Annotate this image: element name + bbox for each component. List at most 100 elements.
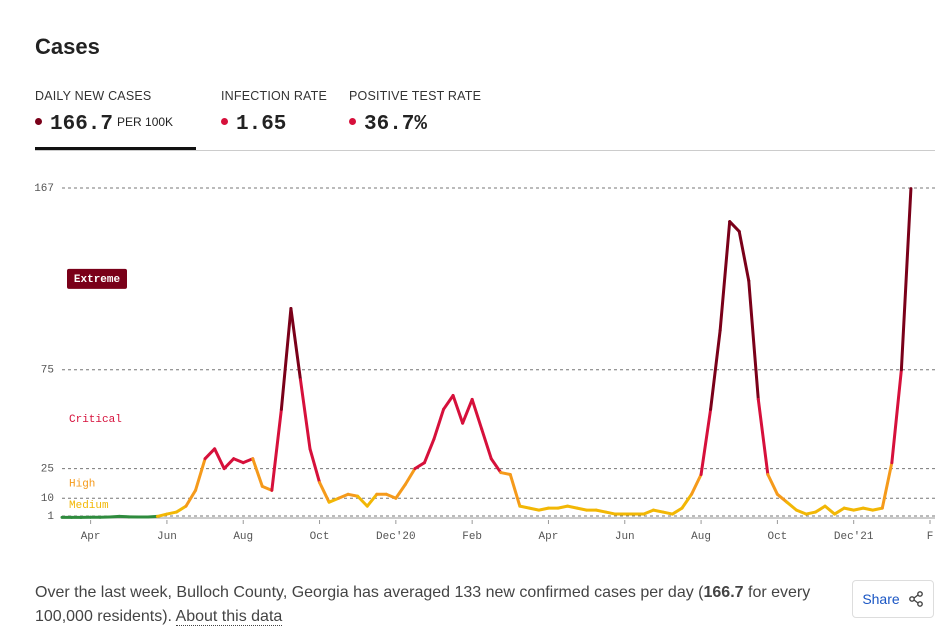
level-label: High (69, 478, 95, 490)
line-segment (861, 506, 875, 512)
line-segment (651, 508, 665, 514)
summary-highlight: 166.7 (703, 584, 744, 601)
x-tick-label: F (927, 531, 934, 543)
x-tick-label: Aug (691, 531, 711, 543)
active-tab-indicator (35, 147, 196, 150)
line-segment (670, 506, 684, 516)
line-segment (575, 506, 589, 512)
line-segment (594, 508, 608, 514)
level-label: Critical (69, 414, 122, 426)
line-segment (871, 506, 884, 512)
title: Cases (35, 34, 100, 59)
y-tick-label: 167 (34, 183, 54, 195)
line-segment (260, 484, 274, 492)
line-segment (718, 220, 732, 332)
line-segment (556, 504, 570, 510)
line-segment (232, 457, 245, 465)
line-segment (184, 488, 198, 508)
line-segment (241, 457, 255, 465)
line-series (60, 187, 913, 519)
line-segment (318, 480, 331, 504)
level-badge (67, 268, 127, 289)
line-segment (356, 494, 369, 508)
line-segment (737, 229, 751, 283)
line-segment (270, 407, 283, 492)
line-segment (337, 492, 350, 500)
line-segment (833, 506, 846, 516)
y-tick-label: 25 (41, 464, 54, 476)
line-segment (403, 467, 417, 486)
line-segment (384, 492, 398, 500)
line-segment (470, 397, 484, 431)
line-segment (537, 506, 550, 512)
level-label: Medium (69, 500, 109, 512)
line-segment (785, 500, 798, 512)
line-segment (852, 506, 865, 512)
tab[interactable]: POSITIVE TEST RATE 36.7% (349, 89, 481, 136)
tab[interactable]: DAILY NEW CASES 166.7 PER 100K (35, 89, 173, 136)
summary-text: for every 100,000 residents). (35, 584, 811, 625)
line-segment (327, 496, 341, 504)
x-tick-label: Aug (233, 531, 253, 543)
summary: Over the last week, Bulloch County, Geor… (35, 581, 825, 629)
line-segment (775, 492, 789, 504)
line-segment (890, 368, 903, 465)
line-segment (251, 457, 264, 488)
line-segment (213, 447, 226, 471)
x-tick-label: Oct (310, 531, 330, 543)
line-segment (728, 220, 741, 233)
tab-label: INFECTION RATE (221, 89, 328, 103)
line-segment (747, 279, 760, 401)
dot (349, 118, 356, 125)
tab-label: POSITIVE TEST RATE (349, 89, 482, 103)
about-link[interactable]: About this data (175, 608, 283, 626)
line-segment (279, 307, 293, 411)
dot (35, 118, 42, 125)
line-segment (146, 514, 159, 519)
line-segment (461, 397, 474, 425)
share-icon (908, 591, 923, 607)
line-segment (508, 473, 522, 508)
line-segment (794, 508, 808, 516)
x-tick-label: Jun (615, 531, 635, 543)
line-segment (642, 508, 655, 516)
chart: 1 10 25 75 167 Medium High Critical Extreme Apr Ju… (34, 183, 935, 543)
tab[interactable]: INFECTION RATE 1.65 (221, 89, 327, 136)
line-segment (804, 510, 818, 516)
line-segment (451, 393, 465, 425)
line-segment (518, 504, 531, 510)
line-segment (222, 457, 236, 471)
x-tick-label: Apr (81, 531, 101, 543)
line-segment (566, 504, 579, 510)
line-segment (899, 187, 913, 372)
line-segment (155, 512, 169, 518)
line-segment (165, 510, 178, 516)
line-segment (527, 506, 541, 512)
line-segment (203, 447, 217, 461)
share-button[interactable]: Share (852, 580, 934, 618)
y-tick-label: 75 (41, 365, 54, 377)
share-label: Share (862, 591, 900, 607)
line-segment (499, 471, 512, 477)
y-tick-label: 1 (47, 511, 54, 523)
line-segment (394, 482, 407, 500)
tab-unit: PER 100K (117, 115, 174, 129)
line-segment (756, 397, 770, 477)
tab-value: 1.65 (236, 113, 287, 136)
dot (221, 118, 228, 125)
line-segment (422, 437, 436, 465)
line-segment (442, 393, 455, 411)
line-segment (194, 457, 207, 492)
line-segment (814, 504, 827, 514)
line-segment (690, 473, 703, 496)
line-segment (298, 378, 312, 451)
line-segment (661, 510, 674, 516)
tab-value: 166.7 (50, 113, 114, 136)
line-segment (289, 307, 302, 382)
line-segment (766, 473, 779, 496)
line-segment (346, 492, 360, 498)
x-tick-label: Apr (539, 531, 559, 543)
line-segment (823, 504, 837, 516)
line-segment (489, 457, 503, 475)
